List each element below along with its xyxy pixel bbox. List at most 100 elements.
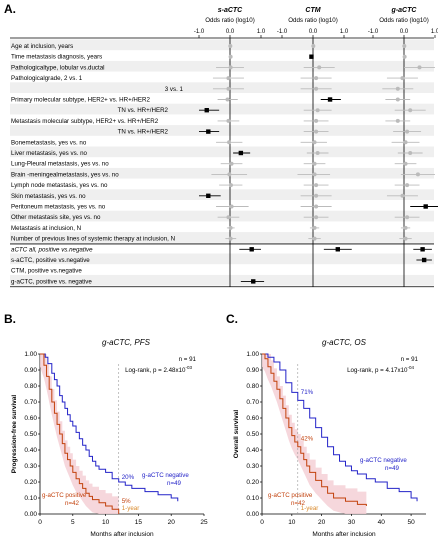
row-label: s-aCTC, positive vs.negative <box>11 257 90 264</box>
forest-point <box>405 215 410 220</box>
km-logrank-exponent: -03 <box>185 365 192 370</box>
km-pct-negative: 20% <box>122 474 135 481</box>
km-y-tick-label: 0.20 <box>246 479 259 486</box>
km-y-tick-label: 0.40 <box>24 447 37 454</box>
forest-point-significant <box>309 54 314 59</box>
forest-tick-label: -1.0 <box>277 29 288 35</box>
row-band <box>10 146 434 158</box>
forest-point <box>226 86 231 91</box>
forest-point <box>314 86 319 91</box>
col-subtitle-s-actc: Odds ratio (log10) <box>205 17 255 24</box>
km-n-total: n = 91 <box>179 356 197 363</box>
row-band <box>10 39 434 51</box>
km-y-label: Progression-free survival <box>11 395 18 474</box>
forest-point <box>312 172 317 177</box>
forest-point <box>400 76 405 81</box>
col-subtitle-g-actc: Odds ratio (log10) <box>379 17 429 24</box>
km-x-tick-label: 10 <box>102 519 110 526</box>
km-n-negative: n=49 <box>167 480 181 487</box>
km-x-tick-label: 0 <box>38 519 42 526</box>
row-band <box>10 167 434 179</box>
forest-point <box>228 183 233 188</box>
forest-point <box>400 193 405 198</box>
forest-point-significant <box>206 129 211 134</box>
forest-point-significant <box>238 150 244 156</box>
forest-point <box>312 236 317 241</box>
km-x-tick-label: 10 <box>288 519 296 526</box>
km-one-year-label: 1-year <box>301 505 319 512</box>
km-y-tick-label: 0.10 <box>24 495 37 502</box>
km-label-negative: g-aCTC negative <box>142 472 189 479</box>
row-label: Lung-Pleural metastasis, yes vs. no <box>11 161 109 168</box>
col-header-ctm: CTM <box>305 7 320 14</box>
km-y-tick-label: 0.40 <box>246 447 259 454</box>
forest-tick-label: 1.0 <box>340 29 349 35</box>
km-n-positive: n=42 <box>65 500 79 507</box>
panel-b-label: B. <box>4 312 16 326</box>
km-title: g-aCTC, OS <box>322 338 367 347</box>
forest-tick-label: -1.0 <box>194 29 205 35</box>
km-y-tick-label: 0.30 <box>246 463 259 470</box>
row-label: TN vs. HR+/HER2 <box>118 129 169 136</box>
row-label: Bonemetastasis, yes vs. no <box>11 139 87 146</box>
km-one-year-label: 1-year <box>122 505 140 512</box>
km-y-tick-label: 0.80 <box>24 383 37 390</box>
row-label: Primary molecular subtype, HER2+ vs. HR+… <box>11 97 150 104</box>
km-x-tick-label: 40 <box>378 519 386 526</box>
km-label-positive: g-aCTC positive <box>268 492 313 499</box>
forest-point <box>314 118 319 123</box>
forest-point <box>314 183 319 188</box>
row-label: Lymph node metastasis, yes vs. no <box>11 182 108 189</box>
row-label: Metastasis molecular subtype, HER2+ vs. … <box>11 118 159 125</box>
forest-point <box>314 215 319 220</box>
forest-point <box>415 172 420 177</box>
km-y-tick-label: 0.70 <box>24 399 37 406</box>
forest-point <box>226 215 231 220</box>
forest-axes <box>10 37 434 288</box>
forest-point <box>403 236 408 241</box>
forest-point <box>315 151 320 155</box>
km-y-tick-label: 1.00 <box>246 351 259 358</box>
forest-tick-label: 0.0 <box>309 29 318 35</box>
km-n-positive: n=42 <box>291 500 305 507</box>
forest-point-significant <box>327 97 333 102</box>
km-x-tick-label: 15 <box>135 519 143 526</box>
km-curve-positive <box>40 353 120 514</box>
km-plot-pfs: g-aCTC, PFS 1.00 0.90 0.80 0.70 0.60 0.50 0.40 0… <box>11 338 208 538</box>
forest-point <box>312 225 317 230</box>
forest-point <box>312 161 317 166</box>
forest-point <box>228 54 233 59</box>
row-label: aCTC all, positive vs.negative <box>11 246 93 253</box>
km-y-tick-label: 0.50 <box>246 431 259 438</box>
forest-point <box>228 44 233 48</box>
km-ci-band-positive <box>262 354 367 514</box>
forest-point-significant <box>421 257 427 263</box>
km-y-tick-label: 0.90 <box>246 367 259 374</box>
forest-point-significant <box>206 193 211 198</box>
km-y-tick-label: 0.00 <box>24 511 37 518</box>
km-y-tick-label: 0.10 <box>246 495 259 502</box>
row-label: CTM, positive vs.negative <box>11 268 82 275</box>
forest-tick-label: 1.0 <box>257 29 266 35</box>
forest-point <box>417 65 422 70</box>
col-subtitle-ctm: Odds ratio (log10) <box>288 17 338 24</box>
km-y-tick-label: 1.00 <box>24 351 37 358</box>
row-band <box>10 253 434 265</box>
forest-point <box>226 118 231 123</box>
forest-point <box>403 161 408 166</box>
forest-point <box>227 140 232 145</box>
forest-tick-labels: -1.0 0.0 1.0 -1.0 0.0 1.0 -1.0 0.0 1.0 <box>194 29 438 38</box>
row-label: TN vs. HR+/HER2 <box>118 107 169 114</box>
km-x-tick-label: 20 <box>168 519 176 526</box>
km-x-label: Months after inclusion <box>90 531 154 538</box>
forest-point <box>402 54 407 59</box>
km-y-tick-label: 0.80 <box>246 383 259 390</box>
row-label: Peritoneum metastasis, yes vs. no <box>11 204 106 211</box>
forest-point <box>403 140 408 145</box>
row-label: Time metastasis diagnosis, years <box>11 54 102 61</box>
km-logrank-text: Log-rank, p = 2.48x10 <box>125 367 186 374</box>
km-logrank-exponent: -04 <box>407 365 414 370</box>
forest-point <box>228 225 233 230</box>
km-label-positive: g-aCTC positive <box>42 492 87 499</box>
row-band <box>10 82 434 93</box>
